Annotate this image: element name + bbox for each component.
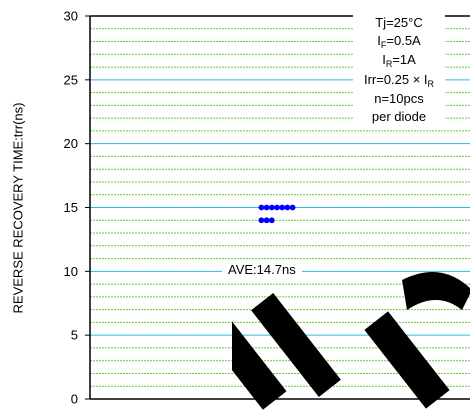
y-tick-label: 30 [64, 9, 78, 24]
y-tick-label: 5 [71, 328, 78, 343]
data-point [284, 204, 291, 211]
conditions-box: Tj=25°C IF=0.5A IR=1A Irr=0.25 × IR n=10… [353, 12, 445, 127]
chart-container: 0 5 10 15 20 25 30 REVERSE RECOVERY TIME:trr(n… [10, 9, 470, 410]
average-label: AVE:14.7ns [222, 262, 302, 278]
condition-irr: Irr=0.25 × IR [363, 71, 435, 89]
data-point [258, 204, 265, 211]
y-tick-label: 15 [64, 200, 78, 215]
data-point [263, 217, 270, 224]
data-point [268, 217, 275, 224]
data-point [289, 204, 296, 211]
condition-n: n=10pcs [374, 91, 424, 106]
data-point [274, 204, 280, 211]
data-point [279, 204, 286, 211]
condition-per: per diode [371, 108, 427, 124]
data-point [263, 204, 270, 211]
condition-ir: IR=1A [382, 52, 416, 69]
data-point [258, 217, 265, 224]
y-tick-label: 20 [64, 136, 78, 151]
y-tick-label: 10 [64, 264, 78, 279]
y-axis-label: REVERSE RECOVERY TIME:trr(ns) [10, 102, 26, 314]
y-tick-label: 0 [71, 392, 78, 407]
condition-tj: Tj=25°C [375, 15, 423, 30]
condition-if: IF=0.5A [377, 32, 421, 50]
data-point [268, 204, 275, 211]
y-tick-label: 25 [64, 72, 78, 87]
